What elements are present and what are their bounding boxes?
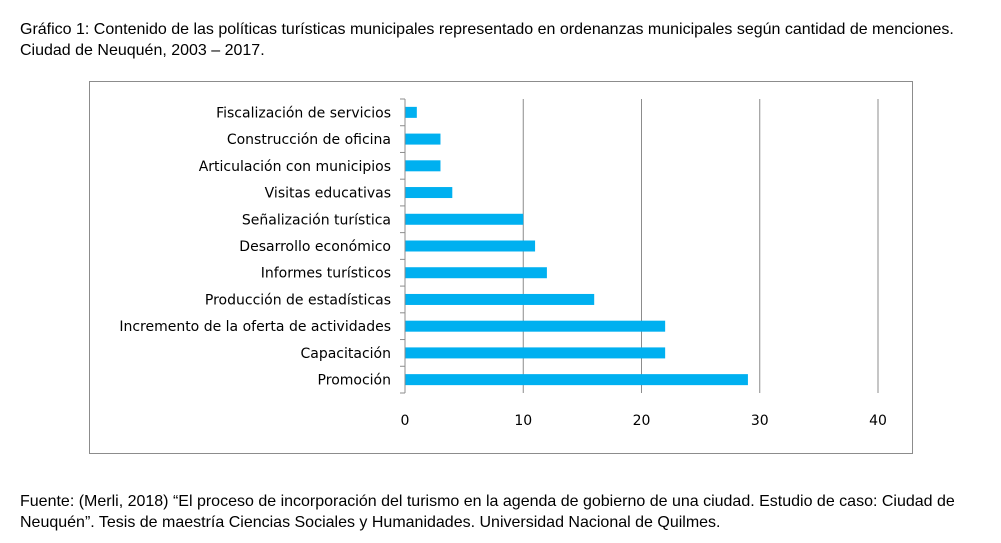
- category-label: Incremento de la oferta de actividades: [119, 319, 391, 335]
- x-tick-label: 30: [751, 413, 769, 429]
- bar-chart: Fiscalización de servicios Construcción d…: [119, 98, 887, 429]
- bars: [405, 106, 748, 386]
- category-label: Informes turísticos: [261, 266, 391, 282]
- x-tick-label: 40: [869, 413, 887, 429]
- category-label: Fiscalización de servicios: [216, 105, 391, 121]
- x-tick-label: 0: [401, 413, 410, 429]
- category-labels: Fiscalización de servicios Construcción d…: [119, 105, 391, 388]
- bar-6: [405, 240, 536, 252]
- category-label: Construcción de oficina: [227, 132, 391, 148]
- bar-1: [405, 106, 417, 118]
- bar-7: [405, 267, 547, 279]
- bar-10: [405, 347, 666, 359]
- bar-8: [405, 293, 595, 305]
- bar-9: [405, 320, 666, 332]
- bar-11: [405, 374, 748, 386]
- category-label: Articulación con municipios: [199, 159, 391, 175]
- tick-labels: 0 10 20 30 40: [401, 413, 887, 429]
- bar-3: [405, 160, 441, 172]
- category-label: Visitas educativas: [265, 186, 391, 202]
- bar-5: [405, 213, 524, 225]
- figure-caption: Gráfico 1: Contenido de las políticas tu…: [20, 21, 954, 59]
- chart-frame: Fiscalización de servicios Construcción d…: [89, 81, 913, 454]
- x-tick-label: 10: [514, 413, 532, 429]
- category-label: Promoción: [318, 373, 391, 389]
- category-label: Señalización turística: [242, 212, 391, 228]
- bar-2: [405, 133, 441, 145]
- category-label: Capacitación: [300, 346, 391, 362]
- category-label: Producción de estadísticas: [205, 292, 391, 308]
- category-label: Desarrollo económico: [239, 239, 391, 255]
- x-tick-label: 20: [633, 413, 651, 429]
- bar-4: [405, 187, 453, 199]
- axes: [400, 98, 406, 394]
- figure-source: Fuente: (Merli, 2018) “El proceso de inc…: [20, 493, 955, 531]
